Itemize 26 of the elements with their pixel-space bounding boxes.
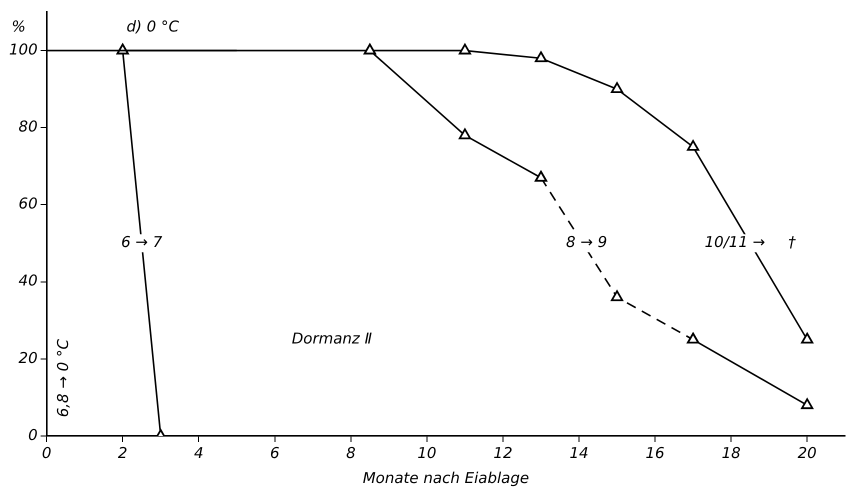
y-tick-label: 60 bbox=[18, 194, 38, 213]
annotation: Dormanz Ⅱ bbox=[292, 330, 372, 348]
y-tick-label: 80 bbox=[18, 118, 38, 136]
y-tick-label: 40 bbox=[18, 272, 38, 290]
x-tick-label: 16 bbox=[646, 444, 665, 462]
x-tick-label: 4 bbox=[194, 444, 204, 462]
x-tick-label: 6 bbox=[270, 444, 280, 462]
x-tick-label: 2 bbox=[118, 444, 128, 462]
x-tick-label: 20 bbox=[798, 444, 817, 462]
annotation: 8 → 9 bbox=[566, 233, 608, 252]
x-tick-label: 10 bbox=[417, 444, 436, 462]
y-tick-label: 100 bbox=[8, 40, 38, 58]
annotation: 6,8 → 0 °C bbox=[54, 338, 72, 418]
x-tick-label: 18 bbox=[722, 444, 741, 462]
x-tick-label: 12 bbox=[493, 444, 513, 462]
y-tick-label: 20 bbox=[18, 348, 38, 367]
y-tick-label: 0 bbox=[28, 426, 38, 444]
x-tick-label: 14 bbox=[569, 444, 589, 462]
annotation: 10/11 → bbox=[704, 233, 766, 252]
x-tick-label: 0 bbox=[42, 444, 52, 462]
annotation: † bbox=[788, 233, 796, 252]
x-tick-label: 8 bbox=[346, 444, 356, 462]
x-axis-title: Monate nach Eiablage bbox=[362, 468, 530, 487]
annotation: 6 → 7 bbox=[121, 233, 163, 252]
text: d) 0 °C bbox=[126, 17, 180, 36]
y-axis-title: % bbox=[12, 17, 26, 36]
